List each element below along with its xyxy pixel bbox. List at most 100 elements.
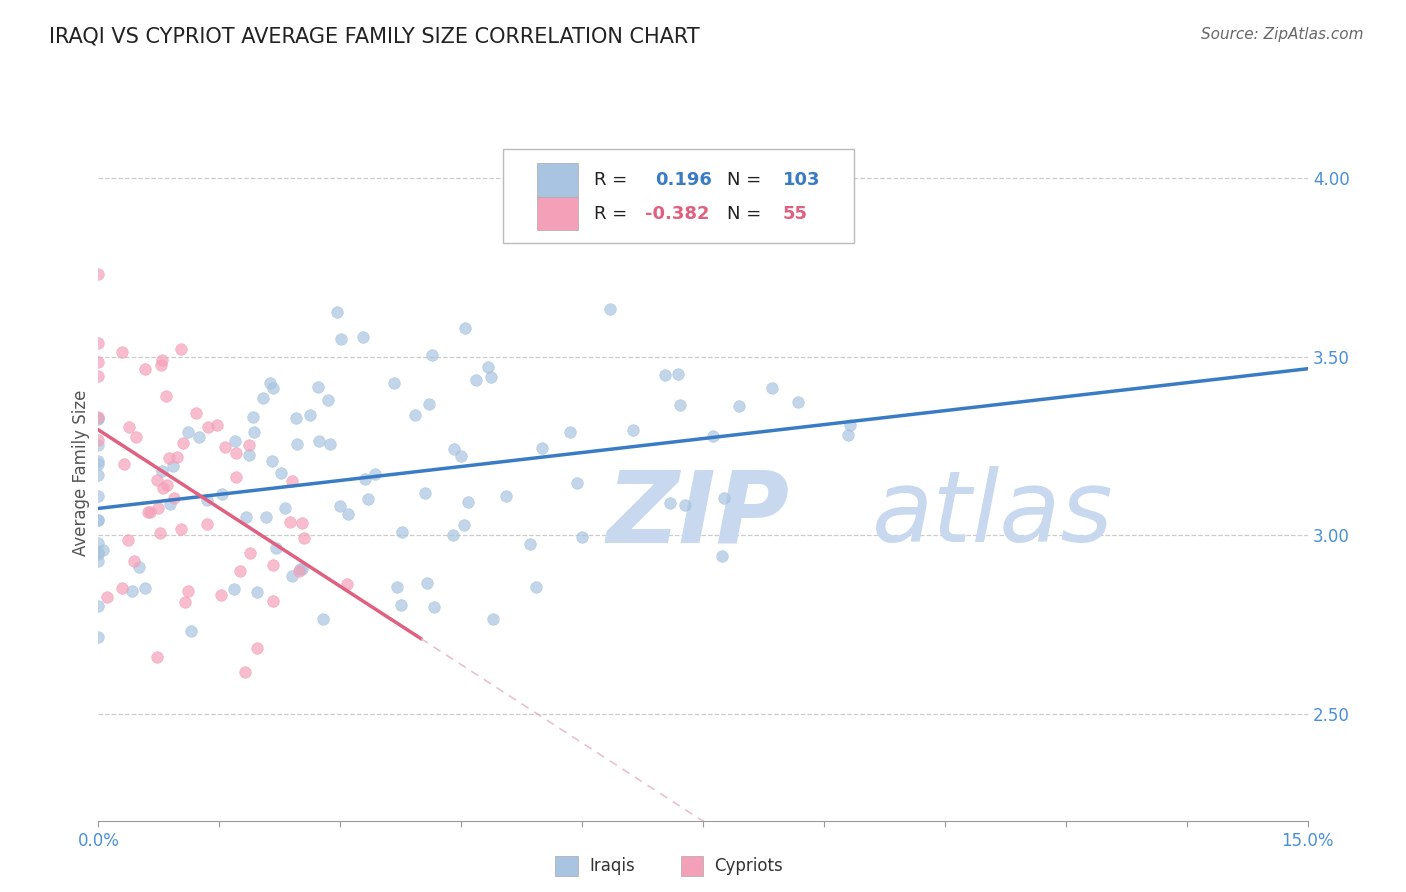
Point: [146, 501, 169, 516]
Point: [666, 368, 689, 382]
Point: [270, 467, 292, 481]
Point: [262, 454, 284, 468]
Point: [91, 543, 114, 558]
Point: [274, 500, 297, 515]
Point: [163, 491, 186, 505]
Text: IRAQI VS CYPRIOT AVERAGE FAMILY SIZE CORRELATION CHART: IRAQI VS CYPRIOT AVERAGE FAMILY SIZE COR…: [49, 27, 700, 46]
Point: [186, 406, 208, 420]
Point: [246, 640, 269, 655]
Point: [139, 505, 162, 519]
Point: [702, 428, 724, 442]
Point: [117, 533, 139, 547]
Text: Source: ZipAtlas.com: Source: ZipAtlas.com: [1201, 27, 1364, 42]
Point: [96, 591, 118, 605]
Point: [761, 381, 783, 395]
Point: [290, 561, 312, 575]
Text: R =: R =: [595, 171, 633, 189]
Point: [87, 536, 110, 550]
Point: [87, 410, 110, 425]
Point: [252, 391, 274, 405]
Point: [599, 302, 621, 317]
Text: -0.382: -0.382: [645, 205, 710, 223]
Point: [292, 531, 315, 545]
Point: [659, 496, 682, 510]
Point: [443, 442, 465, 457]
Point: [112, 457, 135, 471]
Point: [211, 588, 233, 602]
Point: [172, 436, 194, 450]
Point: [326, 305, 349, 319]
Point: [222, 582, 245, 597]
Point: [329, 500, 352, 514]
Point: [87, 554, 110, 568]
Point: [155, 389, 177, 403]
Point: [87, 513, 110, 527]
Point: [134, 362, 156, 376]
Point: [157, 450, 180, 465]
Point: [571, 531, 593, 545]
Point: [654, 368, 676, 382]
Text: Cypriots: Cypriots: [714, 857, 783, 875]
Point: [111, 345, 134, 359]
Point: [266, 541, 288, 555]
Point: [558, 425, 581, 440]
Point: [308, 434, 330, 448]
Point: [111, 581, 134, 595]
Point: [87, 545, 110, 559]
Point: [531, 442, 554, 456]
Point: [389, 598, 412, 612]
Point: [837, 428, 859, 442]
Point: [170, 343, 193, 357]
Bar: [681, 856, 703, 876]
Point: [214, 440, 236, 454]
Point: [87, 355, 110, 369]
Point: [477, 359, 499, 374]
Point: [307, 380, 329, 394]
Point: [211, 487, 233, 501]
Point: [177, 425, 200, 440]
Point: [138, 505, 160, 519]
Point: [319, 437, 342, 451]
Point: [156, 477, 179, 491]
Point: [299, 408, 322, 422]
Text: N =: N =: [727, 171, 768, 189]
Point: [262, 381, 284, 395]
Point: [150, 359, 173, 373]
Point: [336, 576, 359, 591]
Point: [87, 468, 110, 483]
Point: [450, 449, 472, 463]
Point: [288, 564, 311, 578]
Point: [382, 376, 405, 391]
Point: [281, 569, 304, 583]
Point: [159, 497, 181, 511]
Point: [224, 434, 246, 448]
Point: [285, 410, 308, 425]
Point: [87, 412, 110, 426]
Point: [87, 267, 110, 281]
Point: [457, 495, 479, 509]
Point: [281, 474, 304, 488]
Point: [453, 517, 475, 532]
Point: [150, 464, 173, 478]
Point: [357, 492, 380, 507]
Text: Iraqis: Iraqis: [589, 857, 636, 875]
Point: [87, 433, 110, 447]
Point: [225, 469, 247, 483]
Point: [329, 332, 352, 346]
Point: [87, 438, 110, 452]
Point: [713, 491, 735, 506]
Point: [479, 370, 502, 384]
Text: 103: 103: [783, 171, 820, 189]
Point: [122, 554, 145, 568]
Text: 0.196: 0.196: [655, 171, 711, 189]
Point: [259, 376, 281, 390]
Point: [387, 580, 409, 594]
Point: [728, 399, 751, 413]
Point: [146, 649, 169, 664]
Point: [353, 472, 375, 486]
Point: [336, 508, 359, 522]
Point: [87, 335, 110, 350]
Text: ZIP: ZIP: [606, 466, 789, 563]
Point: [254, 509, 277, 524]
Point: [150, 353, 173, 368]
